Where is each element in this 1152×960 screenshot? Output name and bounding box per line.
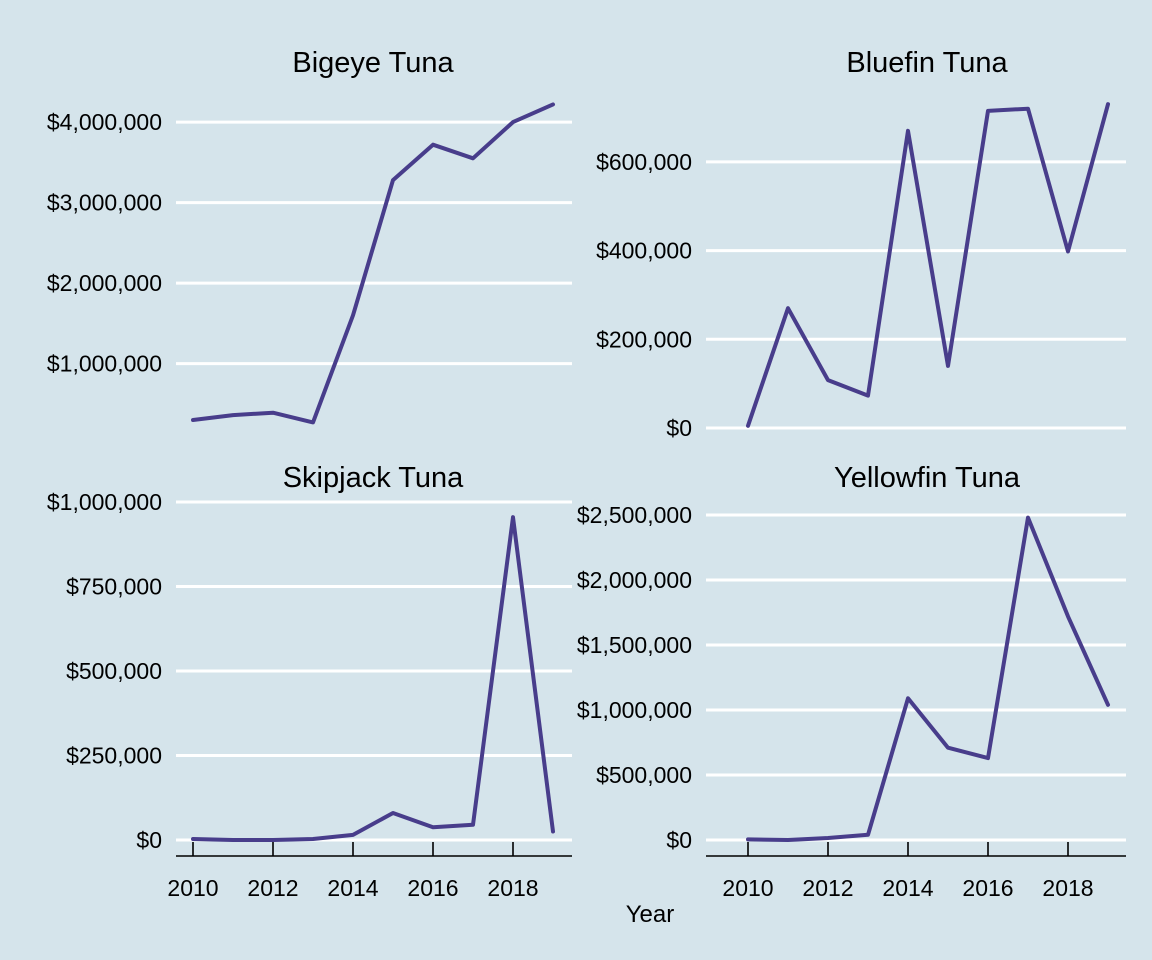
panel-title: Bigeye Tuna xyxy=(292,47,454,79)
y-tick-label: $2,000,000 xyxy=(577,567,692,593)
panel-title: Yellowfin Tuna xyxy=(834,462,1021,494)
panel-yellowfin: Yellowfin Tuna $0 $500,000 $1,000,000 $1,50… xyxy=(577,462,1126,901)
y-tick-label: $500,000 xyxy=(596,762,692,788)
x-tick-label: 2016 xyxy=(407,875,458,901)
x-tick-label: 2016 xyxy=(962,875,1013,901)
y-tick-label: $1,500,000 xyxy=(577,632,692,658)
panel-skipjack: Skipjack Tuna $0 $250,000 $500,000 $750,000… xyxy=(47,462,572,901)
x-tick-label: 2010 xyxy=(722,875,773,901)
y-tick-label: $200,000 xyxy=(596,326,692,352)
x-tick-label: 2018 xyxy=(1042,875,1093,901)
y-tick-label: $2,000,000 xyxy=(47,270,162,296)
x-axis-title: Year xyxy=(626,901,675,928)
series-line xyxy=(191,102,555,425)
panel-title: Bluefin Tuna xyxy=(846,47,1008,79)
x-tick-label: 2014 xyxy=(882,875,933,901)
x-tick-label: 2014 xyxy=(327,875,378,901)
y-tick-label: $0 xyxy=(666,415,692,441)
panel-bluefin: Bluefin Tuna $0 $200,000 $400,000 $600,000 xyxy=(596,47,1126,441)
panel-title: Skipjack Tuna xyxy=(283,462,464,494)
y-tick-label: $500,000 xyxy=(66,658,162,684)
x-tick-label: 2018 xyxy=(487,875,538,901)
x-tick-label: 2010 xyxy=(167,875,218,901)
y-tick-label: $0 xyxy=(666,827,692,853)
y-tick-label: $600,000 xyxy=(596,149,692,175)
series-line xyxy=(746,102,1110,428)
y-tick-label: $0 xyxy=(136,827,162,853)
x-tick-label: 2012 xyxy=(247,875,298,901)
y-tick-label: $1,000,000 xyxy=(47,489,162,515)
series-line xyxy=(191,515,555,842)
y-tick-label: $4,000,000 xyxy=(47,109,162,135)
y-tick-label: $3,000,000 xyxy=(47,190,162,216)
y-tick-label: $400,000 xyxy=(596,238,692,264)
y-tick-label: $1,000,000 xyxy=(577,697,692,723)
y-tick-label: $250,000 xyxy=(66,743,162,769)
y-tick-label: $2,500,000 xyxy=(577,502,692,528)
y-tick-label: $750,000 xyxy=(66,574,162,600)
x-tick-label: 2012 xyxy=(802,875,853,901)
series-line xyxy=(746,515,1110,842)
panel-bigeye: Bigeye Tuna $1,000,000 $2,000,000 $3,000,0… xyxy=(47,47,572,425)
y-tick-label: $1,000,000 xyxy=(47,351,162,377)
